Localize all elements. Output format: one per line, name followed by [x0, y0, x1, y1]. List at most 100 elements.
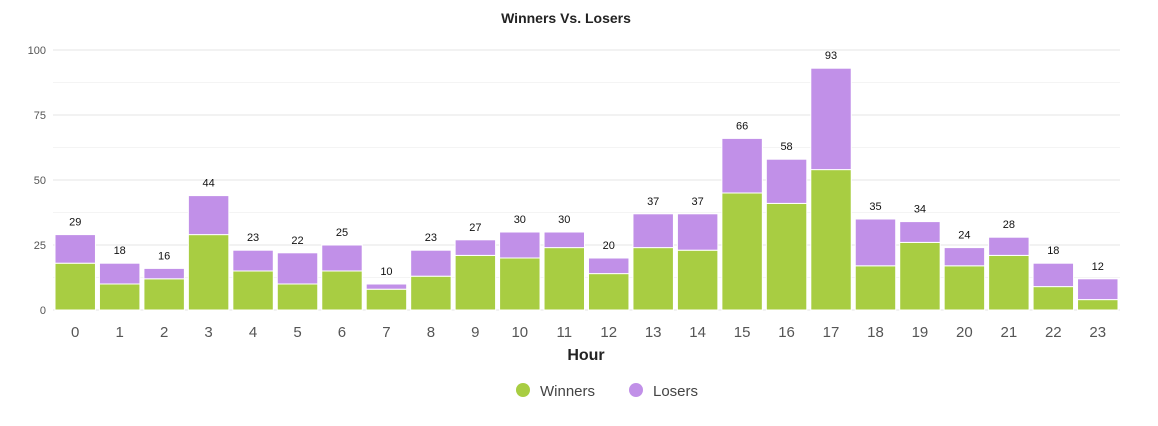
x-tick-label: 22	[1045, 324, 1062, 341]
bar-losers-8[interactable]	[410, 249, 452, 277]
bar-losers-19[interactable]	[899, 221, 941, 243]
bar-winners-13[interactable]	[632, 247, 674, 311]
bar-winners-23[interactable]	[1077, 299, 1119, 311]
x-tick-label: 18	[867, 324, 884, 341]
x-tick-label: 11	[556, 324, 572, 341]
bar-losers-20[interactable]	[943, 247, 986, 267]
bar-losers-6[interactable]	[321, 244, 363, 272]
bar-losers-13[interactable]	[632, 213, 674, 249]
legend-item-winners[interactable]: Winners	[516, 383, 595, 400]
bar-losers-18[interactable]	[854, 218, 897, 267]
y-tick-label: 0	[40, 305, 46, 317]
legend: Winners Losers	[516, 383, 698, 400]
bar-winners-8[interactable]	[410, 275, 452, 311]
bar-winners-4[interactable]	[232, 270, 274, 311]
data-label-total: 27	[469, 222, 481, 234]
x-tick-label: 1	[116, 324, 124, 341]
bar-winners-5[interactable]	[276, 283, 319, 311]
data-label-total: 37	[647, 196, 659, 208]
data-label-total: 25	[336, 227, 348, 239]
bar-winners-3[interactable]	[187, 234, 230, 311]
y-tick-label: 100	[28, 45, 46, 57]
bar-winners-17[interactable]	[810, 169, 852, 311]
legend-label: Winners	[540, 383, 595, 400]
gridlines	[53, 49, 1120, 311]
bar-losers-7[interactable]	[365, 283, 408, 290]
bar-winners-0[interactable]	[54, 262, 96, 311]
data-label-total: 29	[69, 217, 81, 229]
x-tick-label: 7	[382, 324, 390, 341]
data-label-total: 18	[1047, 245, 1059, 257]
bar-winners-16[interactable]	[765, 202, 808, 311]
y-tick-label: 25	[34, 240, 46, 252]
bar-winners-22[interactable]	[1032, 286, 1075, 311]
bar-losers-23[interactable]	[1077, 278, 1119, 301]
bar-winners-9[interactable]	[454, 254, 497, 311]
bar-winners-15[interactable]	[721, 192, 763, 311]
x-tick-label: 9	[471, 324, 479, 341]
bar-losers-14[interactable]	[676, 213, 719, 251]
bar-losers-10[interactable]	[499, 231, 541, 259]
data-label-total: 23	[247, 232, 259, 244]
x-tick-label: 13	[645, 324, 662, 341]
data-label-total: 30	[558, 214, 570, 226]
y-axis-ticks: 0 25 50 75 100	[28, 45, 46, 317]
x-tick-label: 21	[1001, 324, 1018, 341]
legend-marker	[629, 383, 643, 397]
data-label-total: 20	[603, 240, 615, 252]
bar-losers-5[interactable]	[276, 252, 319, 285]
x-tick-label: 4	[249, 324, 257, 341]
bar-winners-10[interactable]	[499, 257, 541, 311]
data-label-total: 10	[380, 266, 392, 278]
x-tick-label: 8	[427, 324, 435, 341]
bar-winners-7[interactable]	[365, 288, 408, 311]
bar-losers-17[interactable]	[810, 67, 852, 171]
bar-winners-6[interactable]	[321, 270, 363, 311]
data-label-total: 12	[1092, 261, 1104, 273]
x-tick-label: 10	[511, 324, 528, 341]
x-tick-label: 5	[293, 324, 301, 341]
legend-marker	[516, 383, 530, 397]
bar-losers-3[interactable]	[187, 195, 230, 236]
x-tick-label: 16	[778, 324, 795, 341]
x-axis-label: Hour	[567, 347, 604, 364]
data-label-total: 66	[736, 120, 748, 132]
bar-winners-11[interactable]	[543, 247, 586, 311]
bar-losers-12[interactable]	[588, 257, 630, 275]
bar-losers-15[interactable]	[721, 137, 763, 194]
bar-losers-16[interactable]	[765, 158, 808, 204]
data-labels: 29 18 16 44 23 22 25 10 23 27 30 30 20 37 37 66 58 93 35 34…	[69, 50, 1104, 278]
bar-losers-1[interactable]	[98, 262, 141, 285]
chart-title: Winners Vs. Losers	[501, 10, 631, 26]
x-tick-label: 19	[912, 324, 929, 341]
data-label-total: 18	[114, 245, 126, 257]
bar-winners-21[interactable]	[988, 254, 1030, 311]
x-tick-label: 14	[689, 324, 706, 341]
data-label-total: 44	[202, 178, 214, 190]
bar-losers-4[interactable]	[232, 249, 274, 272]
bar-losers-9[interactable]	[454, 239, 497, 256]
x-tick-label: 17	[823, 324, 840, 341]
data-label-total: 23	[425, 232, 437, 244]
x-axis-ticks: 0 1 2 3 4 5 6 7 8 9 10 11 12 13 14 15 16 17 18 19 20 21 22 23	[71, 324, 1106, 341]
bar-losers-0[interactable]	[54, 234, 96, 264]
y-tick-label: 50	[34, 175, 46, 187]
legend-item-losers[interactable]: Losers	[629, 383, 698, 400]
bar-winners-20[interactable]	[943, 265, 986, 311]
bar-losers-21[interactable]	[988, 236, 1030, 256]
data-label-total: 30	[514, 214, 526, 226]
data-label-total: 93	[825, 50, 837, 62]
x-tick-label: 3	[204, 324, 212, 341]
bar-losers-22[interactable]	[1032, 262, 1075, 288]
bar-winners-18[interactable]	[854, 265, 897, 311]
x-tick-label: 20	[956, 324, 973, 341]
bar-losers-11[interactable]	[543, 231, 586, 249]
bar-winners-1[interactable]	[98, 283, 141, 311]
bar-winners-19[interactable]	[899, 241, 941, 311]
bar-winners-14[interactable]	[676, 249, 719, 311]
bar-winners-2[interactable]	[143, 278, 185, 311]
bar-losers-2[interactable]	[143, 267, 185, 280]
data-label-total: 24	[958, 230, 970, 242]
bar-winners-12[interactable]	[588, 273, 630, 311]
